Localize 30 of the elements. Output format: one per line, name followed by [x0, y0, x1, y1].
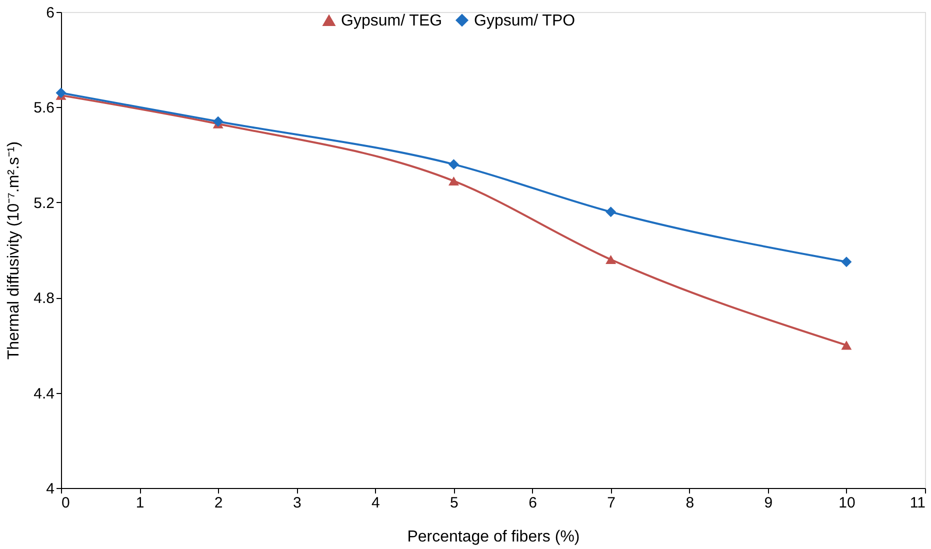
point: [841, 256, 852, 268]
x-tick-label: 7: [607, 494, 616, 512]
x-tick-label: 11: [910, 494, 926, 512]
x-tick-label: 6: [528, 494, 537, 512]
y-tick-label: 4.8: [34, 290, 54, 308]
point: [56, 88, 66, 98]
x-tick-label: 3: [292, 494, 302, 512]
x-tick-label: 8: [686, 494, 694, 512]
y-tick-label: 5.2: [34, 194, 54, 212]
legend-label: Gypsum/ TEG: [341, 12, 442, 30]
point: [606, 206, 616, 218]
y-tick-label: 5.6: [34, 100, 54, 117]
x-axis-title: Percentage of fibers (%): [407, 528, 580, 546]
x-tick-label: 1: [136, 494, 144, 512]
y-tick-label: 4.4: [34, 385, 54, 402]
point: [448, 159, 459, 170]
x-tick-label: 2: [214, 494, 223, 512]
point: [448, 176, 459, 186]
y-tick-label: 6: [46, 4, 54, 22]
point: [606, 254, 616, 264]
y-axis-title: Thermal diffusivity (10⁻⁷.m².s⁻¹): [6, 141, 23, 360]
point: [841, 340, 852, 350]
x-tick-label: 9: [764, 494, 773, 512]
x-tick-label: 0: [62, 494, 70, 512]
x-tick-label: 10: [838, 494, 856, 512]
point: [212, 116, 224, 127]
x-tick-label: 5: [450, 494, 458, 512]
x-tick-label: 4: [372, 494, 380, 512]
y-tick-label: 4: [46, 480, 54, 498]
legend-label: Gypsum/ TPO: [474, 12, 576, 30]
